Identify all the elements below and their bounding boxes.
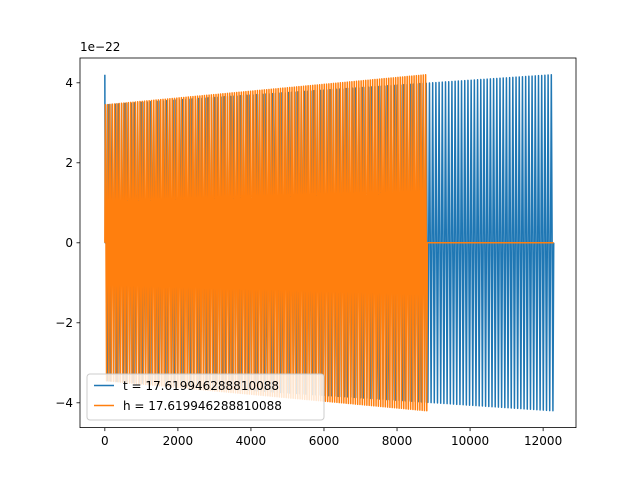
x-tick-label: 12000 xyxy=(524,434,562,448)
x-axis: 0 2000 4000 6000 8000 10000 12000 xyxy=(101,427,562,448)
series-layer xyxy=(104,74,555,412)
x-tick-label: 4000 xyxy=(236,434,267,448)
legend-label-2: h = 17.619946288810088 xyxy=(123,399,282,413)
x-tick-label: 6000 xyxy=(309,434,340,448)
x-tick-label: 10000 xyxy=(451,434,489,448)
y-tick-label: −4 xyxy=(55,396,73,410)
x-tick-label: 8000 xyxy=(382,434,413,448)
series-line-2 xyxy=(104,74,554,412)
y-axis-offset-label: 1e−22 xyxy=(80,40,120,54)
y-tick-label: 4 xyxy=(65,76,73,90)
legend-label-1: t = 17.619946288810088 xyxy=(123,379,279,393)
y-tick-label: 0 xyxy=(65,236,73,250)
legend: t = 17.619946288810088 h = 17.61994628881… xyxy=(86,373,325,421)
x-tick-label: 0 xyxy=(101,434,109,448)
y-tick-label: −2 xyxy=(55,316,73,330)
x-tick-label: 2000 xyxy=(163,434,194,448)
y-axis: −4 −2 0 2 4 xyxy=(55,76,80,410)
y-tick-label: 2 xyxy=(65,156,73,170)
legend-box xyxy=(86,373,325,421)
